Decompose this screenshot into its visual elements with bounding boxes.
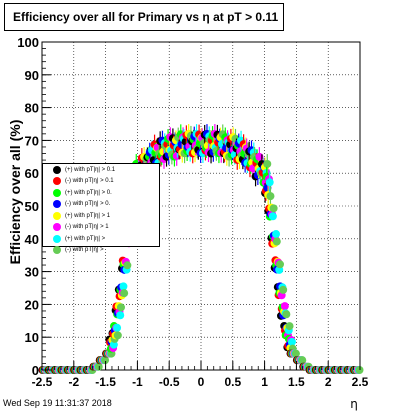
- data-point: [116, 303, 125, 312]
- data-point: [101, 356, 110, 365]
- legend-label: (+) with pT|η| >: [65, 235, 106, 242]
- x-tick-label: -0.5: [159, 375, 180, 389]
- chart-title: Efficiency over all for Primary vs η at …: [4, 3, 284, 31]
- y-tick-label: 30: [25, 265, 39, 280]
- data-point: [113, 331, 122, 340]
- x-tick-label: -2.5: [32, 375, 53, 389]
- data-point: [266, 192, 275, 201]
- data-point: [285, 322, 294, 331]
- legend-entry: (+) with pT|η| > 1: [43, 210, 159, 222]
- axis-ticks: -2.5 -2 -1.5 -1 -0.5 0 0.5 1 1.5 2 2.5 0 10 20 30 40 50 6…: [17, 35, 368, 389]
- legend-entry: (-) with pT|η| > 1: [43, 222, 159, 234]
- legend-label: (-) with pT|η| > 0.1: [65, 178, 114, 185]
- data-point: [287, 337, 296, 346]
- data-point: [298, 356, 307, 365]
- x-tick-label: 1: [261, 375, 268, 389]
- legend-marker: [53, 177, 61, 186]
- x-tick-label: -1.5: [95, 375, 116, 389]
- data-point: [94, 362, 103, 371]
- legend-entry: (-) with pT|η| > 0.1: [43, 176, 159, 188]
- legend-entry: (+) with pT|η| > 0.1: [43, 164, 159, 176]
- legend-marker: [53, 200, 61, 209]
- legend-marker: [53, 188, 61, 197]
- y-tick-label: 80: [25, 101, 39, 116]
- y-tick-label: 100: [17, 35, 39, 50]
- data-point: [272, 230, 281, 239]
- data-point: [282, 310, 291, 319]
- x-tick-label: 2.5: [352, 375, 369, 389]
- x-tick-label: 2: [325, 375, 332, 389]
- legend-entry: (+) with pT|η| >: [43, 233, 159, 245]
- legend-marker: [53, 234, 61, 243]
- x-tick-label: -2: [68, 375, 79, 389]
- legend-label: (+) with pT|η| > 0.1: [65, 166, 116, 173]
- data-point: [119, 282, 128, 291]
- legend-label: (-) with pT|η| > 1: [65, 224, 109, 231]
- x-tick-label: 0.5: [224, 375, 241, 389]
- y-tick-label: 0: [32, 363, 39, 378]
- y-tick-label: 90: [25, 68, 39, 83]
- y-tick-label: 10: [25, 330, 39, 345]
- y-axis-label: Efficiency over all (%): [7, 120, 23, 265]
- data-point: [275, 260, 284, 269]
- data-point: [279, 285, 288, 294]
- y-tick-label: 20: [25, 297, 39, 312]
- legend-marker: [53, 211, 61, 220]
- legend-label: (+) with pT|η| > 1: [65, 212, 111, 219]
- data-point: [268, 212, 277, 221]
- x-tick-label: -1: [132, 375, 143, 389]
- legend-entry: (+) with pT|η| > 0.: [43, 187, 159, 199]
- legend-entry: (-) with pT|η| >: [43, 245, 159, 257]
- data-point: [355, 366, 364, 374]
- y-tick-label: 70: [25, 133, 39, 148]
- x-tick-label: 0: [198, 375, 205, 389]
- data-point: [291, 349, 300, 358]
- data-point: [113, 323, 122, 332]
- legend-marker: [53, 246, 61, 255]
- legend-label: (+) with pT|η| > 0.: [65, 189, 112, 196]
- x-tick-label: 1.5: [288, 375, 305, 389]
- data-point: [269, 204, 278, 213]
- x-axis-label: η: [350, 397, 358, 411]
- data-point: [280, 302, 289, 311]
- y-tick-label: 40: [25, 232, 39, 247]
- date-stamp: Wed Sep 19 11:31:37 2018: [3, 398, 112, 408]
- legend-label: (-) with pT|η| > 0.: [65, 201, 111, 208]
- data-point: [116, 311, 125, 320]
- data-point: [123, 261, 132, 270]
- legend-marker: [53, 223, 61, 232]
- legend: (+) with pT|η| > 0.1 (-) with pT|η| > 0.…: [42, 163, 160, 255]
- data-point: [265, 178, 274, 187]
- data-point: [272, 237, 281, 246]
- data-point: [263, 159, 272, 168]
- y-tick-label: 60: [25, 166, 39, 181]
- y-tick-label: 50: [25, 199, 39, 214]
- legend-marker: [53, 165, 61, 174]
- data-point: [120, 289, 129, 298]
- legend-label: (-) with pT|η| >: [65, 247, 104, 254]
- legend-entry: (-) with pT|η| > 0.: [43, 199, 159, 211]
